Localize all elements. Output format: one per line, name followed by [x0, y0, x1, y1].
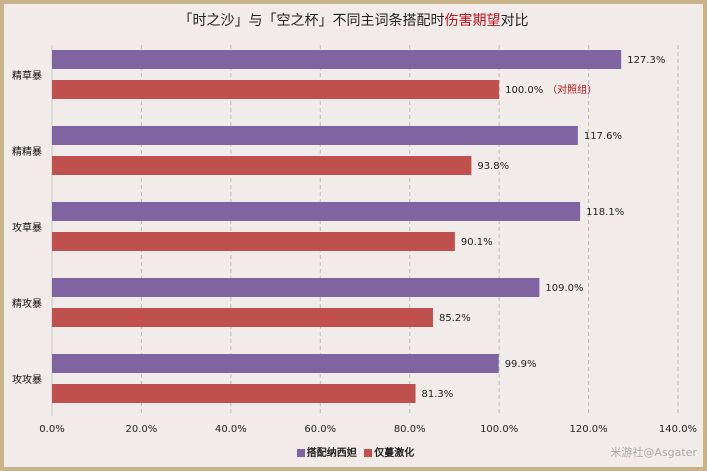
bar [52, 308, 433, 327]
legend-swatch-spread [364, 449, 373, 457]
x-tick-label: 0.0% [39, 424, 64, 435]
data-label: 93.8% [477, 161, 509, 172]
bar [52, 126, 578, 145]
category-label: 精精暴 [12, 145, 42, 158]
category-label: 精草暴 [12, 69, 42, 82]
title-part: 对比 [500, 13, 529, 29]
control-group-annotation: （对照组） [547, 83, 597, 96]
category-label: 精攻暴 [12, 297, 42, 310]
category-label: 攻草暴 [12, 221, 42, 234]
data-label: 118.1% [586, 207, 624, 218]
x-tick-label: 40.0% [215, 424, 247, 435]
bar [52, 156, 472, 175]
x-tick-label: 140.0% [659, 424, 697, 435]
bar [52, 354, 499, 373]
bar [52, 202, 581, 221]
x-tick-label: 100.0% [480, 424, 518, 435]
bar [52, 384, 416, 403]
title-highlight: 伤害期望 [444, 13, 501, 29]
data-label: 99.9% [505, 359, 537, 370]
bar [52, 80, 500, 99]
legend-swatch-nahida [296, 449, 305, 457]
legend: 搭配纳西妲 仅蔓激化 [0, 444, 707, 459]
x-tick-label: 20.0% [126, 424, 158, 435]
bar [52, 232, 455, 251]
title-part: 「时之沙」与「空之杯」不同主词条搭配时 [178, 13, 445, 29]
x-tick-label: 80.0% [394, 424, 426, 435]
x-tick-label: 60.0% [304, 424, 336, 435]
x-tick-label: 120.0% [570, 424, 608, 435]
category-label: 攻攻暴 [12, 373, 42, 386]
data-label: 100.0% [505, 85, 543, 96]
data-label: 117.6% [584, 131, 622, 142]
watermark: 米游社@Asgater [610, 446, 697, 459]
data-label: 127.3% [627, 55, 665, 66]
legend-label: 搭配纳西妲 [306, 448, 357, 459]
data-label: 109.0% [545, 283, 583, 294]
chart-title: 「时之沙」与「空之杯」不同主词条搭配时伤害期望对比 [0, 10, 707, 30]
bar [52, 50, 622, 69]
data-label: 81.3% [422, 389, 454, 400]
data-label: 90.1% [461, 237, 493, 248]
data-label: 85.2% [439, 313, 471, 324]
legend-label: 仅蔓激化 [374, 448, 415, 459]
bar [52, 278, 540, 297]
